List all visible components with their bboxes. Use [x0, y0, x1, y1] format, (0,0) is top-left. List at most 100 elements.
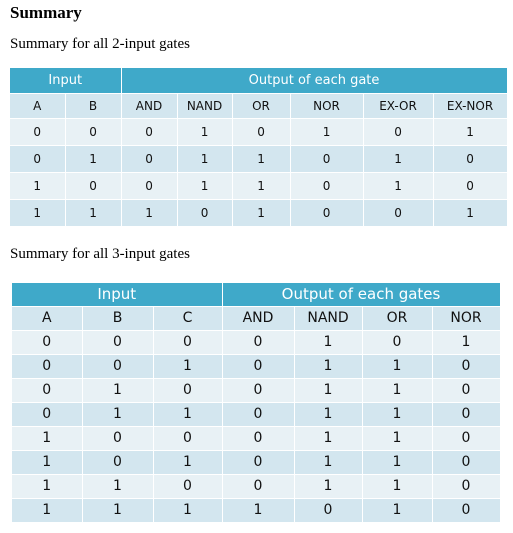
cell: 0 [363, 118, 434, 146]
cell: 0 [432, 474, 501, 499]
cell: 0 [290, 199, 364, 227]
column-header-row: A B AND NAND OR NOR EX-OR EX-NOR [10, 93, 508, 119]
cell: 0 [432, 402, 501, 427]
cell: 0 [222, 378, 295, 403]
caption: Summary for all 3-input gates [10, 246, 190, 262]
cell: 0 [222, 450, 295, 475]
cell: 1 [12, 498, 83, 523]
cell: 1 [82, 498, 154, 523]
cell: 1 [294, 426, 363, 451]
column-header: B [65, 93, 122, 119]
cell: 0 [10, 118, 66, 146]
cell: 1 [10, 199, 66, 227]
heading: Summary [10, 3, 82, 22]
cell: 0 [153, 378, 223, 403]
cell: 0 [363, 199, 434, 227]
cell: 1 [294, 402, 363, 427]
cell: 1 [362, 498, 433, 523]
cell: 1 [12, 450, 83, 475]
cell: 0 [432, 498, 501, 523]
column-header: NOR [432, 306, 501, 331]
cell: 0 [82, 426, 154, 451]
cell: 1 [294, 474, 363, 499]
cell: 0 [12, 330, 83, 355]
column-header: NAND [177, 93, 233, 119]
cell: 0 [121, 118, 178, 146]
cell: 1 [294, 330, 363, 355]
column-header: OR [232, 93, 291, 119]
cell: 1 [12, 474, 83, 499]
cell: 0 [432, 378, 501, 403]
cell: 0 [433, 172, 508, 200]
cell: 1 [362, 450, 433, 475]
cell: 0 [153, 426, 223, 451]
cell: 0 [82, 450, 154, 475]
cell: 0 [153, 330, 223, 355]
cell: 1 [153, 354, 223, 379]
cell: 1 [432, 330, 501, 355]
cell: 1 [153, 402, 223, 427]
column-header: NOR [290, 93, 364, 119]
cell: 1 [362, 474, 433, 499]
cell: 0 [294, 498, 363, 523]
cell: 0 [290, 172, 364, 200]
cell: 1 [153, 450, 223, 475]
cell: 1 [121, 199, 178, 227]
cell: 1 [177, 118, 233, 146]
cell: 1 [12, 426, 83, 451]
cell: 0 [121, 172, 178, 200]
cell: 1 [294, 354, 363, 379]
cell: 1 [65, 145, 122, 173]
cell: 1 [82, 474, 154, 499]
cell: 1 [222, 498, 295, 523]
cell: 1 [294, 378, 363, 403]
cell: 0 [432, 354, 501, 379]
cell: 0 [10, 145, 66, 173]
cell: 1 [290, 118, 364, 146]
column-header: A [12, 306, 83, 331]
cell: 1 [363, 172, 434, 200]
cell: 0 [222, 354, 295, 379]
cell: 0 [290, 145, 364, 173]
group-header-row: Input Output of each gates [12, 283, 501, 307]
column-header: OR [362, 306, 433, 331]
group-header: Input [10, 68, 122, 94]
cell: 0 [153, 474, 223, 499]
column-header: A [10, 93, 66, 119]
cell: 0 [177, 199, 233, 227]
cell: 1 [294, 450, 363, 475]
cell: 1 [177, 172, 233, 200]
cell: 0 [65, 118, 122, 146]
group-header: Output of each gates [222, 283, 501, 307]
cell: 0 [12, 378, 83, 403]
cell: 0 [222, 402, 295, 427]
table: Input Output of each gates A B C AND NAND OR NOR… [12, 283, 501, 523]
cell: 1 [363, 145, 434, 173]
cell: 1 [362, 426, 433, 451]
cell: 1 [82, 378, 154, 403]
column-header: EX-NOR [433, 93, 508, 119]
column-header: AND [222, 306, 295, 331]
cell: 0 [432, 450, 501, 475]
cell: 0 [121, 145, 178, 173]
cell: 1 [433, 199, 508, 227]
table: Input Output of each gate A B AND NAND OR NOR EX… [10, 68, 508, 227]
cell: 1 [362, 402, 433, 427]
cell: 1 [65, 199, 122, 227]
cell: 0 [82, 330, 154, 355]
cell: 1 [433, 118, 508, 146]
cell: 0 [82, 354, 154, 379]
cell: 0 [12, 354, 83, 379]
column-header: C [153, 306, 223, 331]
group-header: Input [12, 283, 223, 307]
cell: 0 [433, 145, 508, 173]
